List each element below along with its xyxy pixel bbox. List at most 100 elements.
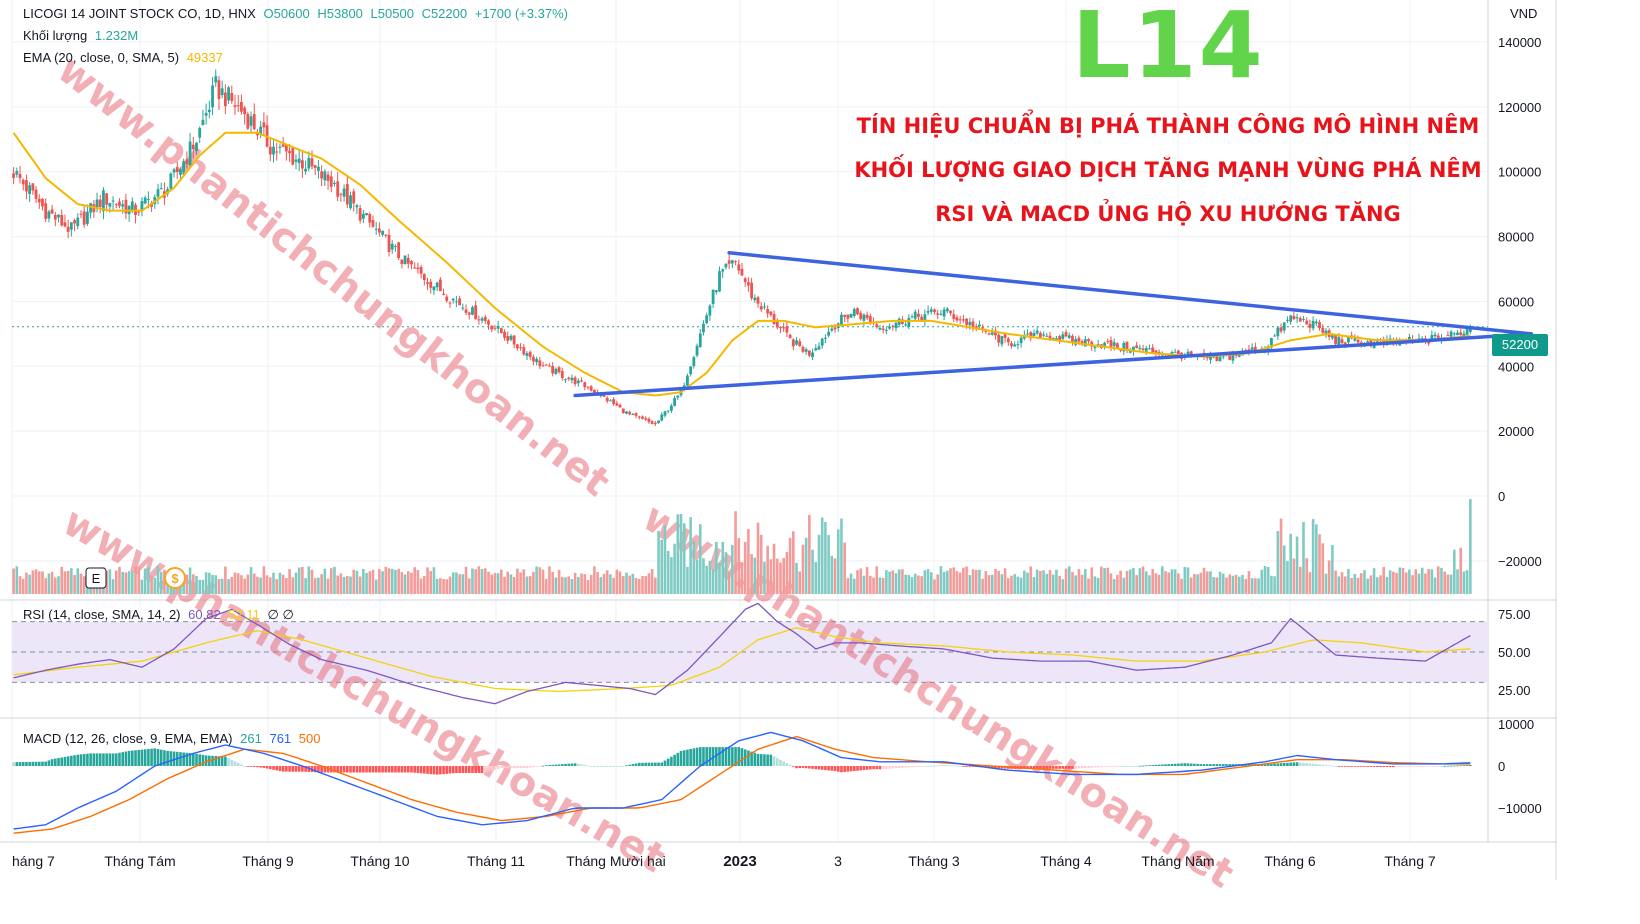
candle-body — [987, 333, 991, 335]
macd-histogram-bar — [625, 765, 628, 767]
candle-body — [746, 282, 750, 286]
volume-bar — [907, 575, 911, 594]
volume-bar — [474, 569, 477, 594]
volume-bar — [114, 570, 118, 594]
volume-bar — [1112, 579, 1116, 594]
candle-body — [214, 76, 218, 83]
volume-bar — [1029, 566, 1033, 594]
macd-histogram-bar — [666, 758, 670, 766]
volume-bar — [885, 570, 888, 594]
macd-histogram-bar — [1199, 764, 1203, 766]
volume-bar — [1276, 531, 1280, 594]
candle-body — [1189, 351, 1193, 356]
volume-bar — [1453, 549, 1456, 594]
macd-histogram-bar — [214, 755, 218, 766]
macd-histogram-bar — [1324, 765, 1328, 766]
volume-bar — [28, 574, 31, 594]
candle-body — [849, 313, 853, 318]
volume-bar — [589, 574, 593, 594]
candle-body — [307, 157, 311, 169]
candle-body — [936, 313, 940, 315]
macd-histogram-bar — [82, 754, 86, 766]
volume-bar — [320, 574, 323, 594]
volume-bar — [753, 557, 757, 594]
macd-histogram-bar — [1401, 766, 1405, 767]
candle-body — [483, 316, 487, 322]
volume-bar — [1356, 577, 1360, 594]
macd-histogram-bar — [522, 766, 526, 769]
volume-bar — [54, 577, 57, 594]
candle-body — [663, 411, 667, 416]
macd-histogram-bar — [297, 766, 301, 772]
macd-histogram-bar — [1366, 766, 1369, 767]
macd-histogram-bar — [833, 766, 837, 772]
price-unit: VND — [1510, 6, 1538, 21]
macd-histogram-bar — [920, 766, 923, 767]
macd-histogram-bar — [1157, 764, 1161, 766]
candle-body — [86, 211, 89, 224]
volume-bar — [41, 571, 44, 594]
volume-bar — [846, 578, 850, 594]
volume-bar — [66, 570, 70, 594]
macd-histogram-bar — [1148, 765, 1151, 767]
macd-histogram-bar — [1225, 764, 1228, 766]
candle-body — [1148, 348, 1151, 350]
volume-bar — [358, 576, 362, 594]
candle-body — [631, 414, 635, 416]
volume-bar — [679, 513, 683, 594]
macd-histogram-bar — [1029, 766, 1033, 769]
macd-histogram-bar — [1379, 766, 1382, 767]
volume-bar — [939, 566, 943, 594]
macd-histogram-bar — [285, 766, 288, 772]
candle-body — [942, 309, 946, 317]
volume-bar — [297, 567, 301, 594]
volume-bar — [708, 560, 712, 594]
macd-histogram-bar — [1032, 766, 1036, 769]
macd-histogram-bar — [281, 766, 285, 772]
volume-bar — [1456, 569, 1459, 594]
candle-body — [673, 398, 676, 406]
price-tick-label: −20000 — [1498, 554, 1542, 569]
volume-bar — [705, 565, 708, 594]
macd-histogram-bar — [875, 766, 879, 770]
volume-bar — [1359, 573, 1363, 594]
volume-bar — [1007, 578, 1010, 594]
candle-body — [406, 257, 410, 264]
macd-histogram-bar — [346, 766, 349, 773]
candle-body — [1334, 335, 1337, 345]
volume-bar — [974, 569, 978, 594]
volume-bar — [1221, 573, 1225, 594]
volume-bar — [1116, 574, 1119, 594]
macd-histogram-bar — [573, 763, 577, 766]
volume-bar — [686, 566, 689, 594]
candle-body — [567, 377, 571, 379]
volume-bar — [1315, 524, 1318, 594]
volume-bar — [878, 577, 882, 594]
candle-body — [1311, 320, 1315, 329]
macd-histogram-bar — [1055, 766, 1058, 769]
volume-bar — [1096, 577, 1100, 594]
candle-body — [207, 109, 211, 113]
note-2: KHỐI LƯỢNG GIAO DỊCH TĂNG MẠNH VÙNG PHÁ … — [854, 158, 1482, 182]
macd-histogram-bar — [1128, 766, 1132, 767]
volume-bar — [439, 578, 442, 594]
candle-body — [852, 309, 856, 317]
macd-histogram-bar — [291, 766, 295, 772]
price-tick-label: 80000 — [1498, 230, 1534, 245]
volume-bar — [1148, 575, 1151, 594]
macd-histogram-bar — [698, 747, 702, 766]
candle-body — [1292, 316, 1296, 320]
volume-bar — [1042, 570, 1045, 594]
volume-bar — [259, 577, 262, 594]
volume-bar — [618, 571, 622, 594]
candle-body — [589, 386, 593, 391]
volume-bar — [1151, 568, 1154, 594]
volume-bar — [1385, 576, 1389, 594]
macd-histogram-bar — [1315, 764, 1318, 766]
macd-histogram-bar — [567, 763, 571, 766]
candle-body — [868, 316, 872, 324]
volume-bar — [378, 569, 381, 594]
macd-histogram-bar — [467, 766, 471, 774]
candle-body — [21, 179, 25, 185]
macd-histogram-bar — [1138, 765, 1142, 767]
